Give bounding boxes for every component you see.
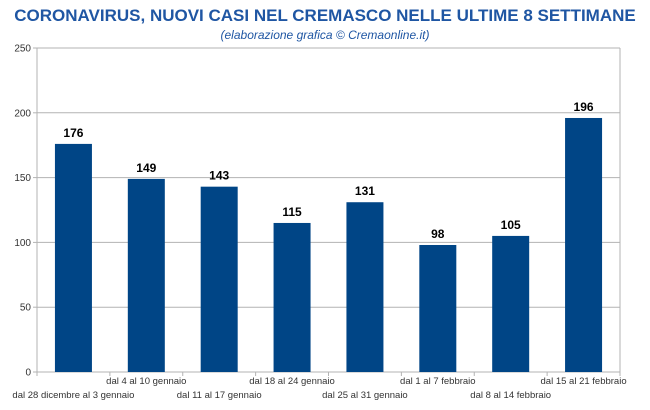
x-category-label: dal 28 dicembre al 3 gennaio: [12, 390, 134, 401]
data-label: 196: [574, 100, 594, 114]
data-label: 115: [282, 205, 302, 219]
data-label: 105: [501, 218, 521, 232]
x-category-label: dal 18 al 24 gennaio: [249, 376, 335, 387]
bar: [492, 235, 530, 372]
bar: [273, 222, 311, 372]
bar: [419, 244, 457, 372]
y-tick-label: 200: [14, 108, 31, 119]
y-tick-label: 0: [25, 368, 31, 379]
y-tick-label: 150: [14, 173, 31, 184]
bar: [54, 143, 92, 372]
x-category-label: dal 1 al 7 febbraio: [400, 376, 476, 387]
data-label: 149: [136, 161, 156, 175]
x-category-label: dal 25 al 31 gennaio: [322, 390, 408, 401]
bar: [127, 178, 165, 372]
bar: [200, 186, 238, 372]
chart-subtitle: (elaborazione grafica © Cremaonline.it): [220, 28, 430, 42]
bar: [565, 117, 603, 372]
data-label: 176: [63, 126, 83, 140]
x-category-label: dal 4 al 10 gennaio: [106, 376, 186, 387]
y-tick-label: 50: [20, 303, 32, 314]
data-label: 98: [431, 227, 445, 241]
bar: [346, 202, 384, 372]
y-tick-label: 100: [14, 238, 31, 249]
x-category-label: dal 11 al 17 gennaio: [177, 390, 262, 401]
data-label: 143: [209, 169, 229, 183]
x-category-label: dal 15 al 21 febbraio: [541, 376, 627, 387]
chart-title: CORONAVIRUS, NUOVI CASI NEL CREMASCO NEL…: [14, 6, 636, 25]
data-label: 131: [355, 184, 375, 198]
y-tick-label: 250: [14, 44, 31, 55]
x-category-label: dal 8 al 14 febbraio: [470, 390, 551, 401]
